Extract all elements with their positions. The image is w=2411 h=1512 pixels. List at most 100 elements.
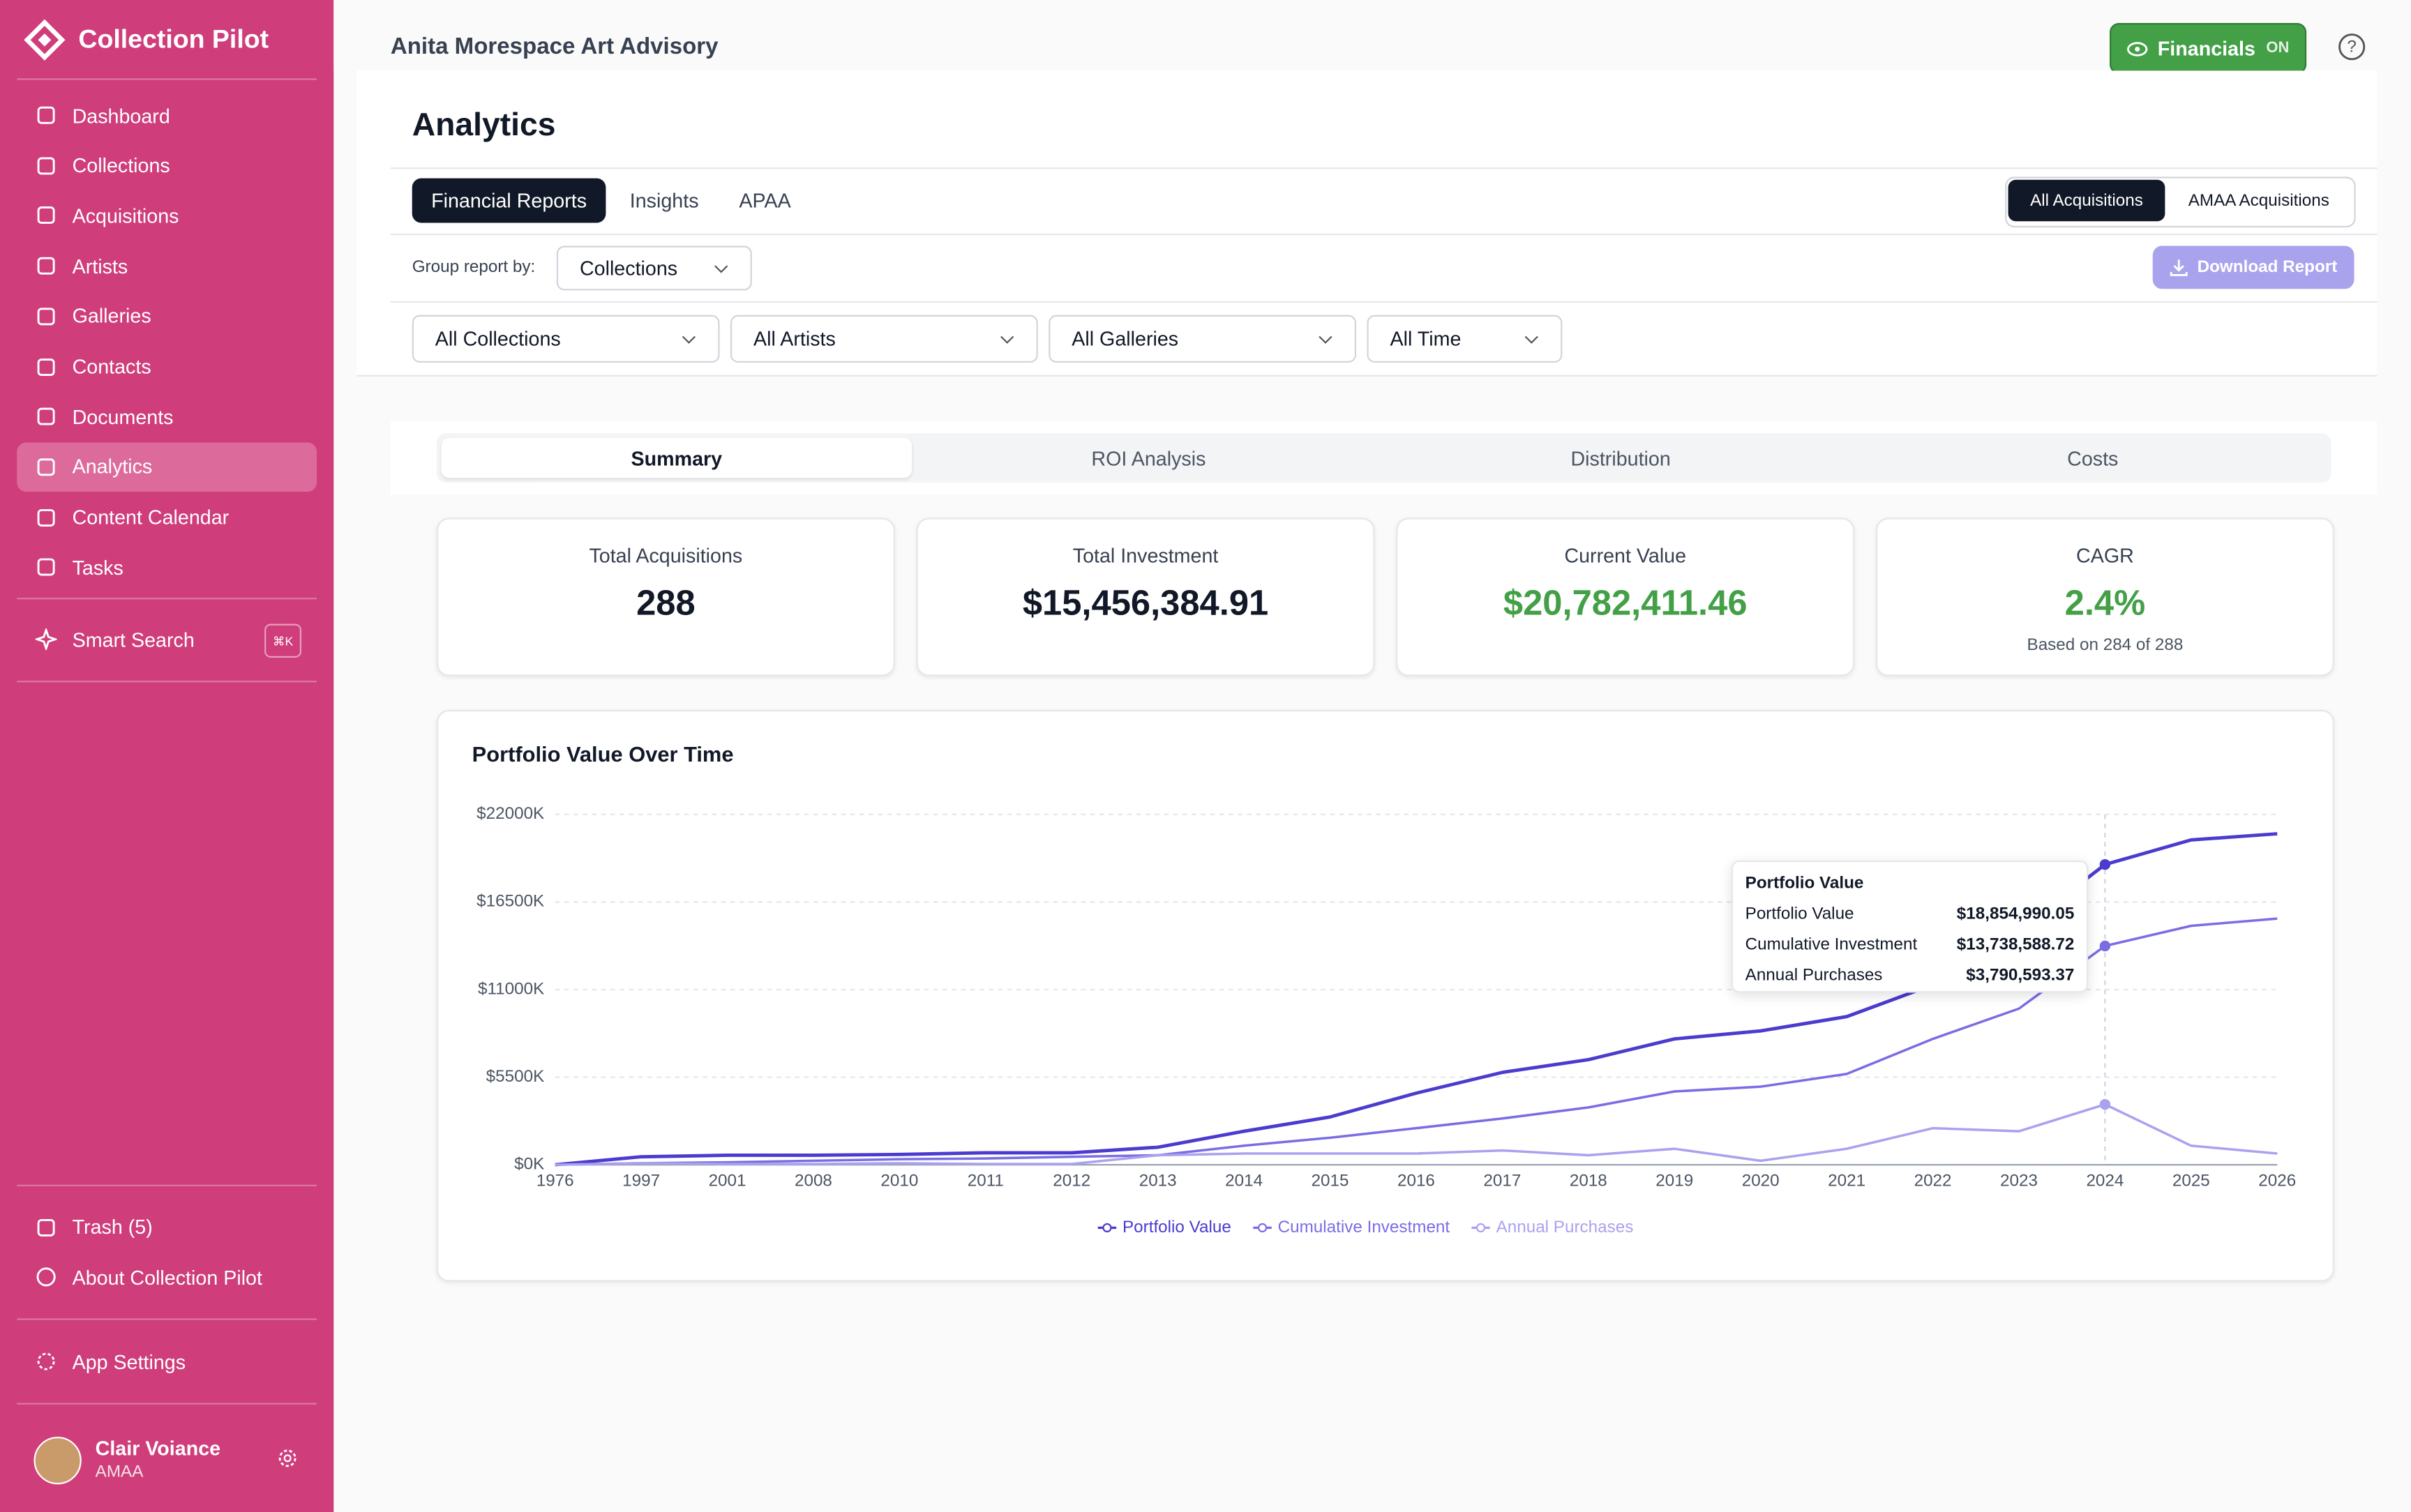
x-tick-label: 2008 (795, 1172, 832, 1190)
subtab[interactable]: Summary (631, 446, 723, 470)
card-note: Based on 284 of 288 (2027, 636, 2184, 655)
label: Artists (72, 254, 128, 278)
nav-item[interactable]: Dashboard (17, 91, 317, 140)
user-org: AMAA (95, 1462, 144, 1481)
nav-item[interactable]: Trash (5) (17, 1202, 317, 1251)
nav-item[interactable]: Content Calendar (17, 492, 317, 542)
tooltip-row-name: Cumulative Investment (1745, 935, 1918, 955)
x-tick-label: 2012 (1053, 1172, 1090, 1190)
filter-select[interactable]: All Artists (730, 315, 1038, 363)
y-tick-label: $5500K (486, 1067, 545, 1086)
settings-icon[interactable] (277, 1448, 299, 1469)
x-tick-label: 2016 (1397, 1172, 1435, 1190)
x-tick-label: 2024 (2086, 1172, 2124, 1190)
nav-item[interactable]: Acquisitions (17, 191, 317, 241)
hover-point (2099, 940, 2111, 952)
user-name: Clair Voiance (95, 1437, 221, 1460)
label: Documents (72, 405, 174, 429)
y-tick-label: $11000K (478, 979, 544, 998)
label: Analytics (72, 455, 153, 479)
nav-item[interactable]: Documents (17, 392, 317, 441)
card-value: $20,782,411.46 (1503, 582, 1748, 623)
label: About Collection Pilot (72, 1265, 262, 1289)
tooltip-row-value: $18,854,990.05 (1956, 905, 2075, 924)
download-button[interactable]: Download Report (2152, 245, 2354, 289)
help-icon[interactable]: ? (2337, 32, 2366, 61)
nav-item[interactable]: Galleries (17, 292, 317, 341)
legend-label: Cumulative Investment (1278, 1218, 1450, 1237)
x-tick-label: 2011 (968, 1172, 1004, 1190)
group-label: Group report by: (412, 258, 536, 277)
x-tick-label: 1997 (622, 1172, 660, 1190)
financials-toggle[interactable]: Financials ON (2110, 23, 2307, 74)
chart-card: Portfolio Value Over Time $0K $5500K $1100… (436, 709, 2334, 1282)
stat-card: CAGR 2.4% Based on 284 of 288 (1876, 517, 2334, 676)
tooltip-row-value: $13,738,588.72 (1956, 935, 2075, 955)
value: All Collections (435, 327, 561, 351)
card-label: Current Value (1564, 543, 1687, 568)
label: Dashboard (72, 103, 170, 127)
label: Download Report (2197, 258, 2338, 277)
card-value: 288 (636, 582, 696, 623)
label: Acquisitions (72, 204, 179, 227)
value: Collections (579, 256, 678, 280)
nav-item[interactable]: Tasks (17, 543, 317, 592)
tab[interactable]: Insights (629, 189, 699, 213)
nav-item[interactable]: Analytics (17, 442, 317, 492)
nav-item[interactable]: Collections (17, 141, 317, 190)
label: Trash (5) (72, 1214, 153, 1238)
nav-item[interactable]: Artists (17, 241, 317, 291)
x-tick-label: 2023 (2000, 1172, 2038, 1190)
tooltip: Portfolio Value Portfolio Value $18,854,9… (1731, 860, 2089, 993)
nav-item[interactable]: About Collection Pilot (17, 1253, 317, 1302)
x-tick-label: 2015 (1312, 1172, 1349, 1190)
group-select[interactable]: Collections (556, 245, 752, 291)
filter-select[interactable]: All Galleries (1049, 315, 1357, 363)
x-tick-label: 2026 (2258, 1172, 2296, 1190)
series-line (555, 1103, 2278, 1166)
x-tick-label: 2013 (1139, 1172, 1177, 1190)
card-value: $15,456,384.91 (1022, 582, 1269, 623)
label: Galleries (72, 304, 151, 328)
avatar (33, 1437, 82, 1485)
smart-search[interactable]: Smart Search ⌘K (17, 614, 317, 664)
chart: Portfolio Value Over Time $0K $5500K $1100… (472, 742, 2297, 1237)
card-label: CAGR (2076, 543, 2134, 568)
legend-dot (1475, 1223, 1486, 1233)
x-tick-label: 2010 (880, 1172, 918, 1190)
card-label: Total Acquisitions (589, 543, 743, 568)
legend-dot (1257, 1223, 1268, 1233)
legend-label: Portfolio Value (1122, 1218, 1231, 1237)
tab[interactable]: Financial Reports (412, 178, 606, 223)
subtab[interactable]: Distribution (1570, 446, 1671, 470)
label: Financials (2157, 36, 2255, 60)
series-line (555, 917, 2278, 1166)
legend-label: Annual Purchases (1496, 1218, 1634, 1237)
nav-item[interactable]: Contacts (17, 342, 317, 391)
stat-card: Total Investment $15,456,384.91 (916, 517, 1375, 676)
svg-text:?: ? (2347, 38, 2356, 56)
label: Tasks (72, 556, 123, 580)
x-tick-label: 2019 (1655, 1172, 1693, 1190)
nav-item[interactable]: App Settings (17, 1337, 317, 1386)
filter-select[interactable]: All Collections (412, 315, 720, 363)
logo (24, 19, 66, 61)
value: All Galleries (1072, 327, 1179, 351)
value: All Artists (753, 327, 836, 351)
subtab[interactable]: Costs (2067, 446, 2119, 470)
scope-option[interactable]: AMAA Acquisitions (2188, 191, 2329, 210)
label: Collections (72, 153, 170, 177)
value: All Time (1390, 327, 1462, 351)
subtab[interactable]: ROI Analysis (1091, 446, 1206, 470)
hover-point (2099, 859, 2111, 870)
stat-card: Current Value $20,782,411.46 (1396, 517, 1855, 676)
scope-option[interactable]: All Acquisitions (2008, 179, 2165, 222)
shortcut: ⌘K (264, 623, 302, 658)
sidebar: Collection Pilot Dashboard Collections Acq… (0, 0, 334, 1512)
y-tick-label: $22000K (476, 804, 544, 823)
brand: Collection Pilot (78, 24, 269, 54)
tab[interactable]: APAA (739, 189, 791, 213)
filter-select[interactable]: All Time (1367, 315, 1563, 363)
card-value: 2.4% (2064, 582, 2146, 623)
legend-dot (1102, 1223, 1112, 1233)
